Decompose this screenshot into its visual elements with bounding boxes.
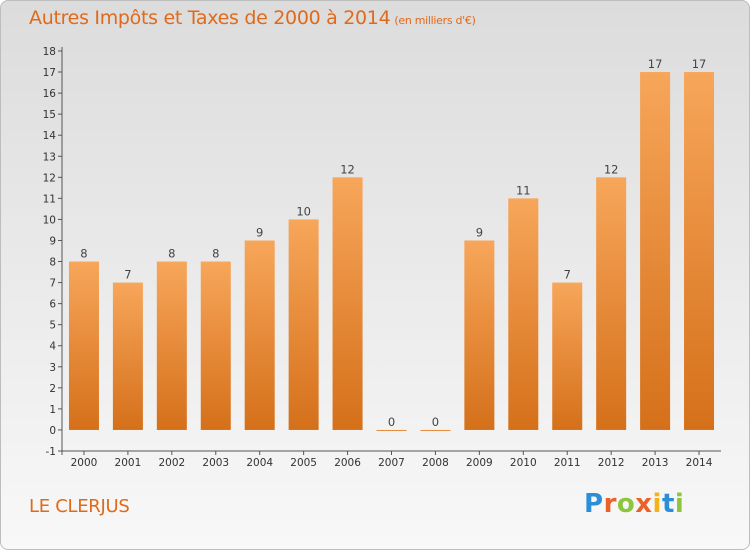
x-tick-label-2005: 2005 <box>290 457 317 469</box>
y-tick-label: 8 <box>49 257 56 269</box>
data-label-2004: 9 <box>256 225 263 239</box>
data-label-2007: 0 <box>388 415 395 429</box>
data-label-2001: 7 <box>124 268 131 282</box>
bar-2009 <box>464 240 495 430</box>
data-label-2012: 12 <box>604 162 619 176</box>
logo-letter: r <box>603 489 617 519</box>
x-tick-label-2011: 2011 <box>554 457 581 469</box>
data-label-2006: 12 <box>340 162 355 176</box>
bar-2013 <box>640 72 671 430</box>
y-tick-label: 2 <box>49 383 56 395</box>
y-tick-label: 15 <box>43 109 56 121</box>
y-tick-label: 0 <box>49 425 56 437</box>
data-label-2005: 10 <box>296 204 311 218</box>
data-label-2013: 17 <box>648 57 663 71</box>
bar-2011 <box>552 282 583 430</box>
x-tick-label-2013: 2013 <box>642 457 669 469</box>
y-tick-label: 18 <box>43 46 56 58</box>
bar-2012 <box>596 177 627 430</box>
chart-unit: (en milliers d'€) <box>394 14 476 27</box>
x-tick-label-2010: 2010 <box>510 457 537 469</box>
bar-2007 <box>376 429 407 431</box>
data-label-2014: 17 <box>692 57 707 71</box>
data-label-2009: 9 <box>476 225 483 239</box>
data-label-2008: 0 <box>432 415 439 429</box>
data-label-2003: 8 <box>212 247 219 261</box>
bar-2006 <box>332 177 363 430</box>
x-tick-label-2008: 2008 <box>422 457 449 469</box>
chart-title-text: Autres Impôts et Taxes de 2000 à 2014 <box>29 7 391 29</box>
bar-2014 <box>684 72 715 430</box>
y-tick-label: 1 <box>49 404 56 416</box>
y-tick-label: 5 <box>49 320 56 332</box>
bar-2003 <box>200 261 231 430</box>
y-tick-label: 4 <box>49 341 56 353</box>
x-tick-label-2009: 2009 <box>466 457 493 469</box>
y-tick-label: 13 <box>43 151 56 163</box>
x-tick-label-2007: 2007 <box>378 457 405 469</box>
data-label-2010: 11 <box>516 183 531 197</box>
bar-2000 <box>68 261 99 430</box>
y-tick-label: 7 <box>49 278 56 290</box>
data-label-2011: 7 <box>564 268 571 282</box>
x-tick-label-2003: 2003 <box>202 457 229 469</box>
y-tick-label: 11 <box>43 193 56 205</box>
y-tick-label: 10 <box>43 214 56 226</box>
logo-letter: t <box>661 489 675 519</box>
y-tick-label: 16 <box>43 88 57 100</box>
y-tick-label: -1 <box>46 446 56 458</box>
bar-2004 <box>244 240 275 430</box>
data-label-2000: 8 <box>80 247 87 261</box>
x-tick-label-2002: 2002 <box>158 457 185 469</box>
logo-letter: i <box>674 489 685 519</box>
x-tick-label-2014: 2014 <box>686 457 713 469</box>
bar-2005 <box>288 219 319 430</box>
bar-2001 <box>112 282 143 430</box>
y-tick-label: 3 <box>49 362 56 374</box>
logo-letter: i <box>652 489 662 519</box>
x-tick-label-2000: 2000 <box>71 457 98 469</box>
x-tick-label-2004: 2004 <box>246 457 273 469</box>
commune-name: LE CLERJUS <box>29 496 130 517</box>
x-tick-label-2001: 2001 <box>115 457 142 469</box>
y-tick-label: 12 <box>43 172 56 184</box>
logo-letter: o <box>616 489 636 519</box>
x-tick-label-2006: 2006 <box>334 457 361 469</box>
y-tick-label: 9 <box>49 235 56 247</box>
y-tick-label: 6 <box>49 299 56 311</box>
data-label-2002: 8 <box>168 247 175 261</box>
x-tick-label-2012: 2012 <box>598 457 625 469</box>
bar-2008 <box>420 429 451 431</box>
proxiti-logo: Proxiti <box>584 489 684 519</box>
y-tick-label: 14 <box>43 130 57 142</box>
chart-title: Autres Impôts et Taxes de 2000 à 2014 (en… <box>29 7 476 29</box>
y-tick-label: 17 <box>43 67 56 79</box>
bar-2002 <box>156 261 187 430</box>
logo-letter: x <box>635 489 653 519</box>
bar-2010 <box>508 198 539 430</box>
logo-letter: P <box>584 489 604 519</box>
